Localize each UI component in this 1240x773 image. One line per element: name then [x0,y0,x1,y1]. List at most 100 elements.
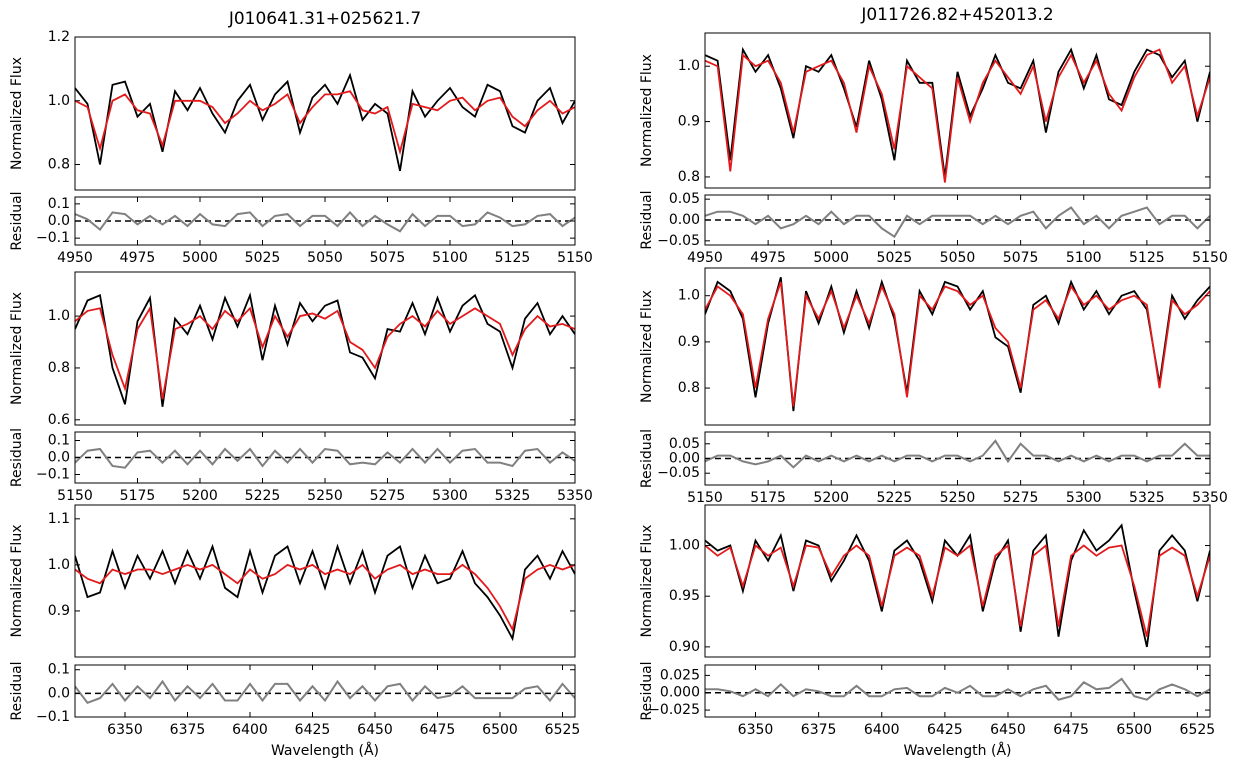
x-tick-label: 5250 [940,490,976,506]
y-tick-label: 0.00 [669,451,700,467]
model-spectrum [75,90,575,156]
x-tick-label: 4950 [57,250,93,266]
y-tick-label: 0.05 [669,191,700,207]
x-tick-label: 5100 [432,250,468,266]
chart-title: J011726.82+452013.2 [860,5,1053,25]
x-tick-label: 5175 [750,490,786,506]
chart-title: J010641.31+025621.7 [228,9,421,29]
axes-frame [74,664,576,718]
model-spectrum [75,563,575,632]
x-tick-label: 5325 [495,488,531,504]
axes-frame [74,36,576,191]
axes-frame [704,664,1211,718]
x-tick-label: 6500 [482,722,518,738]
y-tick-label: 0.0 [48,213,70,229]
x-tick-label: 5025 [245,250,281,266]
y-tick-label: −0.05 [657,465,700,481]
x-tick-label: 5125 [1129,250,1165,266]
x-tick-label: 4975 [120,250,156,266]
y-tick-label: −0.05 [657,233,700,249]
residual-line [75,210,575,233]
y-tick-label: 0.000 [660,685,700,701]
y-tick-label: −0.1 [36,709,70,725]
x-tick-label: 4975 [750,250,786,266]
y-tick-label: 1.0 [48,93,70,109]
y-axis-label: Residual [9,661,25,720]
y-tick-label: 0.8 [48,157,70,173]
y-tick-label: 0.8 [678,380,700,396]
x-tick-label: 5000 [813,250,849,266]
x-tick-label: 5350 [557,488,593,504]
x-tick-label: 5075 [370,250,406,266]
y-tick-label: 0.95 [669,588,700,604]
x-tick-label: 6350 [107,722,143,738]
x-tick-label: 6500 [1116,722,1152,738]
x-axis-label: Wavelength (Å) [903,742,1011,759]
model-spectrum [705,543,1210,637]
y-tick-label: 1.0 [678,58,700,74]
y-tick-label: 0.9 [48,603,70,619]
y-axis-label: Residual [9,191,25,250]
y-tick-label: 1.00 [669,538,700,554]
observed-spectrum [75,72,575,172]
x-tick-label: 5125 [495,250,531,266]
x-tick-label: 4950 [687,250,723,266]
axes-frame [704,267,1211,426]
x-tick-label: 5225 [877,490,913,506]
x-tick-label: 5275 [1003,490,1039,506]
y-tick-label: 0.0 [48,685,70,701]
y-tick-label: −0.1 [36,467,70,483]
model-spectrum [75,305,575,400]
y-axis-label: Residual [639,190,655,249]
x-tick-label: 6400 [232,722,268,738]
x-tick-label: 6525 [1180,722,1216,738]
x-tick-label: 5225 [245,488,281,504]
axes-frame [74,504,576,658]
x-tick-label: 6450 [357,722,393,738]
y-tick-label: 1.1 [48,511,70,527]
observed-spectrum [705,276,1210,412]
x-tick-label: 5200 [813,490,849,506]
axes-frame [704,504,1211,658]
y-tick-label: 0.90 [669,639,700,655]
y-tick-label: 0.8 [678,169,700,185]
y-tick-label: 1.0 [48,308,70,324]
x-tick-label: 5200 [182,488,218,504]
residual-line [705,677,1210,701]
y-tick-label: 0.00 [669,212,700,228]
x-tick-label: 5275 [370,488,406,504]
y-axis-label: Normalized Flux [9,57,25,170]
y-axis-label: Normalized Flux [9,525,25,638]
residual-line [705,439,1210,469]
model-spectrum [705,48,1210,183]
axes-frame [704,32,1211,189]
x-tick-label: 5300 [432,488,468,504]
y-tick-label: 0.0 [48,450,70,466]
x-tick-label: 6475 [1053,722,1089,738]
x-tick-label: 5050 [940,250,976,266]
observed-spectrum [705,46,1210,178]
x-tick-label: 5300 [1066,490,1102,506]
x-tick-label: 5050 [307,250,343,266]
y-tick-label: −0.1 [36,230,70,246]
x-tick-label: 5350 [1192,490,1228,506]
y-axis-label: Normalized Flux [639,54,655,167]
y-tick-label: 0.1 [48,662,70,678]
model-spectrum [705,281,1210,407]
x-tick-label: 5150 [557,250,593,266]
x-tick-label: 5150 [687,490,723,506]
y-axis-label: Residual [639,429,655,488]
x-tick-label: 6425 [927,722,963,738]
y-tick-label: 0.05 [669,436,700,452]
residual-line [75,447,575,469]
y-axis-label: Normalized Flux [639,290,655,403]
y-tick-label: 0.1 [48,433,70,449]
x-tick-label: 6425 [295,722,331,738]
axes-frame [74,271,576,426]
x-tick-label: 5250 [307,488,343,504]
y-tick-label: 1.0 [678,288,700,304]
x-tick-label: 5000 [182,250,218,266]
y-tick-label: 0.8 [48,360,70,376]
x-tick-label: 6375 [801,722,837,738]
